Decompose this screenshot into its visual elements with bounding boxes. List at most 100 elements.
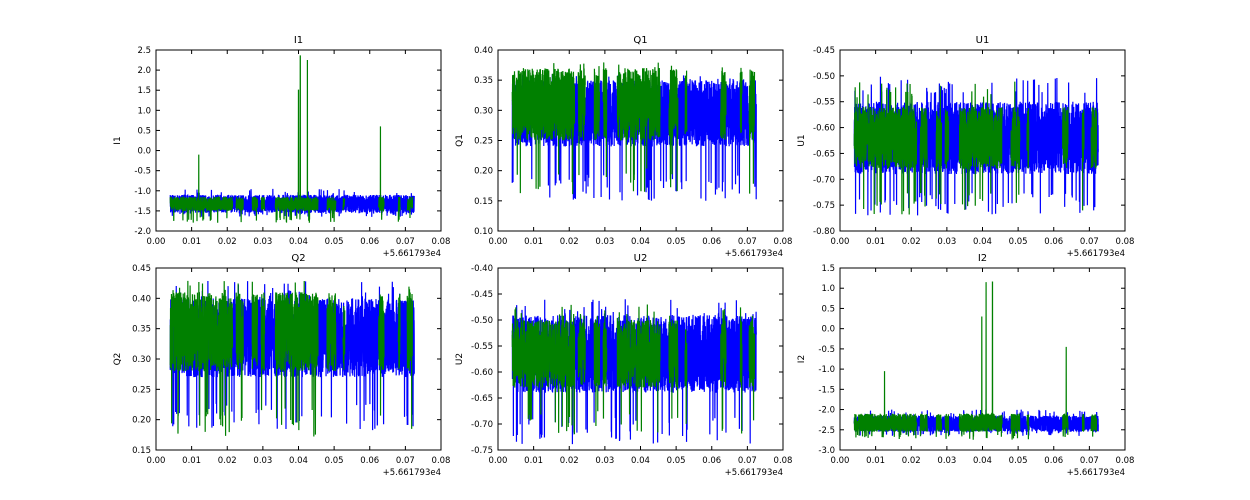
x-tick-label: 0.03 bbox=[253, 456, 272, 466]
y-tick-label: -0.5 bbox=[818, 345, 835, 355]
x-tick-label: 0.02 bbox=[902, 237, 921, 247]
x-tick-label: 0.03 bbox=[595, 237, 614, 247]
plot-area bbox=[511, 299, 757, 445]
plot-area bbox=[169, 280, 415, 437]
x-tick-label: 0.02 bbox=[218, 237, 237, 247]
x-tick-label: 0.07 bbox=[738, 237, 757, 247]
y-tick-label: -2.0 bbox=[818, 406, 835, 416]
x-offset-label: +5.661793e4 bbox=[725, 249, 783, 259]
y-tick-label: 0.30 bbox=[474, 106, 493, 116]
x-tick-label: 0.01 bbox=[866, 456, 885, 466]
y-tick-label: -1.0 bbox=[134, 187, 151, 197]
chart-panel-i1: 0.00 0.01 0.02 0.03 0.04 0.05 0.06 0.07 0.08 -2.0… bbox=[113, 35, 450, 259]
chart-panel-q2: 0.00 0.01 0.02 0.03 0.04 0.05 0.06 0.07 0.08 0.15… bbox=[113, 253, 450, 478]
y-tick-label: -2.0 bbox=[134, 227, 151, 237]
y-tick-label: 0.5 bbox=[821, 304, 835, 314]
y-tick-label: -0.70 bbox=[471, 420, 493, 430]
y-tick-label: -1.5 bbox=[134, 207, 151, 217]
x-tick-label: 0.01 bbox=[866, 237, 885, 247]
chart-title: Q2 bbox=[291, 253, 305, 264]
y-tick-label: 0.0 bbox=[137, 147, 151, 157]
x-tick-label: 0.07 bbox=[738, 456, 757, 466]
x-tick-label: 0.03 bbox=[937, 237, 956, 247]
y-tick-label: -2.5 bbox=[818, 426, 835, 436]
y-tick-label: 0.40 bbox=[474, 46, 493, 56]
y-tick-label: -0.50 bbox=[471, 316, 493, 326]
x-tick-label: 0.02 bbox=[560, 456, 579, 466]
y-tick-label: 0.20 bbox=[132, 416, 151, 426]
y-axis-label: Q2 bbox=[113, 353, 123, 366]
chart-panel-q1: 0.00 0.01 0.02 0.03 0.04 0.05 0.06 0.07 0.08 0.10… bbox=[455, 35, 792, 259]
plot-area bbox=[853, 76, 1099, 216]
x-offset-label: +5.661793e4 bbox=[1067, 468, 1125, 478]
chart-title: I1 bbox=[294, 35, 303, 46]
plot-area bbox=[511, 62, 757, 201]
y-tick-label: -0.5 bbox=[134, 167, 151, 177]
y-axis-label: U2 bbox=[455, 353, 465, 365]
y-tick-label: 2.5 bbox=[137, 46, 151, 56]
y-tick-label: 1.0 bbox=[821, 284, 835, 294]
x-tick-label: 0.01 bbox=[182, 456, 201, 466]
chart-title: U2 bbox=[634, 253, 648, 264]
y-tick-label: -0.80 bbox=[813, 227, 835, 237]
x-tick-label: 0.03 bbox=[253, 237, 272, 247]
y-tick-label: 0.40 bbox=[132, 294, 151, 304]
x-tick-label: 0.05 bbox=[1009, 237, 1028, 247]
y-tick-label: 0.10 bbox=[474, 227, 493, 237]
y-tick-label: -0.55 bbox=[471, 342, 493, 352]
x-tick-label: 0.00 bbox=[489, 237, 508, 247]
x-tick-label: 0.01 bbox=[524, 237, 543, 247]
plot-area bbox=[169, 55, 415, 223]
y-tick-label: 0.35 bbox=[132, 325, 151, 335]
chart-panel-u1: 0.00 0.01 0.02 0.03 0.04 0.05 0.06 0.07 0.08 -0.8… bbox=[797, 35, 1134, 259]
x-tick-label: 0.06 bbox=[360, 237, 379, 247]
x-tick-label: 0.08 bbox=[774, 237, 793, 247]
x-tick-label: 0.05 bbox=[325, 456, 344, 466]
x-tick-label: 0.04 bbox=[973, 237, 992, 247]
y-axis-label: I2 bbox=[797, 355, 807, 363]
y-axis-label: I1 bbox=[113, 136, 123, 144]
y-axis-label: Q1 bbox=[455, 134, 465, 147]
y-tick-label: 0.35 bbox=[474, 76, 493, 86]
y-tick-label: -0.65 bbox=[813, 149, 835, 159]
x-tick-label: 0.07 bbox=[1080, 237, 1099, 247]
x-tick-label: 0.00 bbox=[147, 237, 166, 247]
x-tick-label: 0.04 bbox=[631, 456, 650, 466]
x-tick-label: 0.02 bbox=[902, 456, 921, 466]
y-tick-label: -0.45 bbox=[471, 290, 493, 300]
x-offset-label: +5.661793e4 bbox=[725, 468, 783, 478]
x-tick-label: 0.04 bbox=[973, 456, 992, 466]
y-tick-label: -0.65 bbox=[471, 394, 493, 404]
x-tick-label: 0.05 bbox=[667, 237, 686, 247]
x-tick-label: 0.04 bbox=[631, 237, 650, 247]
y-tick-label: -1.0 bbox=[818, 365, 835, 375]
y-tick-label: 1.0 bbox=[137, 106, 151, 116]
x-offset-label: +5.661793e4 bbox=[1067, 249, 1125, 259]
y-tick-label: -0.40 bbox=[471, 264, 493, 274]
x-tick-label: 0.04 bbox=[289, 456, 308, 466]
chart-panel-u2: 0.00 0.01 0.02 0.03 0.04 0.05 0.06 0.07 0.08 -0.7… bbox=[455, 253, 792, 478]
x-tick-label: 0.08 bbox=[1116, 237, 1135, 247]
x-tick-label: 0.02 bbox=[560, 237, 579, 247]
x-tick-label: 0.06 bbox=[702, 456, 721, 466]
y-axis-label: U1 bbox=[797, 134, 807, 146]
x-tick-label: 0.00 bbox=[489, 456, 508, 466]
x-tick-label: 0.08 bbox=[432, 456, 451, 466]
x-offset-label: +5.661793e4 bbox=[383, 249, 441, 259]
x-tick-label: 0.07 bbox=[396, 237, 415, 247]
chart-title: Q1 bbox=[633, 35, 647, 46]
x-tick-label: 0.07 bbox=[1080, 456, 1099, 466]
x-tick-label: 0.02 bbox=[218, 456, 237, 466]
y-tick-label: 0.45 bbox=[132, 264, 151, 274]
series-line-green bbox=[853, 281, 1098, 440]
x-tick-label: 0.03 bbox=[937, 456, 956, 466]
series-line-green bbox=[511, 304, 756, 435]
y-tick-label: -0.55 bbox=[813, 98, 835, 108]
y-tick-label: 0.15 bbox=[474, 197, 493, 207]
x-tick-label: 0.03 bbox=[595, 456, 614, 466]
y-tick-label: 0.20 bbox=[474, 167, 493, 177]
series-line-green bbox=[169, 280, 414, 437]
x-tick-label: 0.01 bbox=[524, 456, 543, 466]
y-tick-label: 0.25 bbox=[474, 137, 493, 147]
x-tick-label: 0.08 bbox=[432, 237, 451, 247]
